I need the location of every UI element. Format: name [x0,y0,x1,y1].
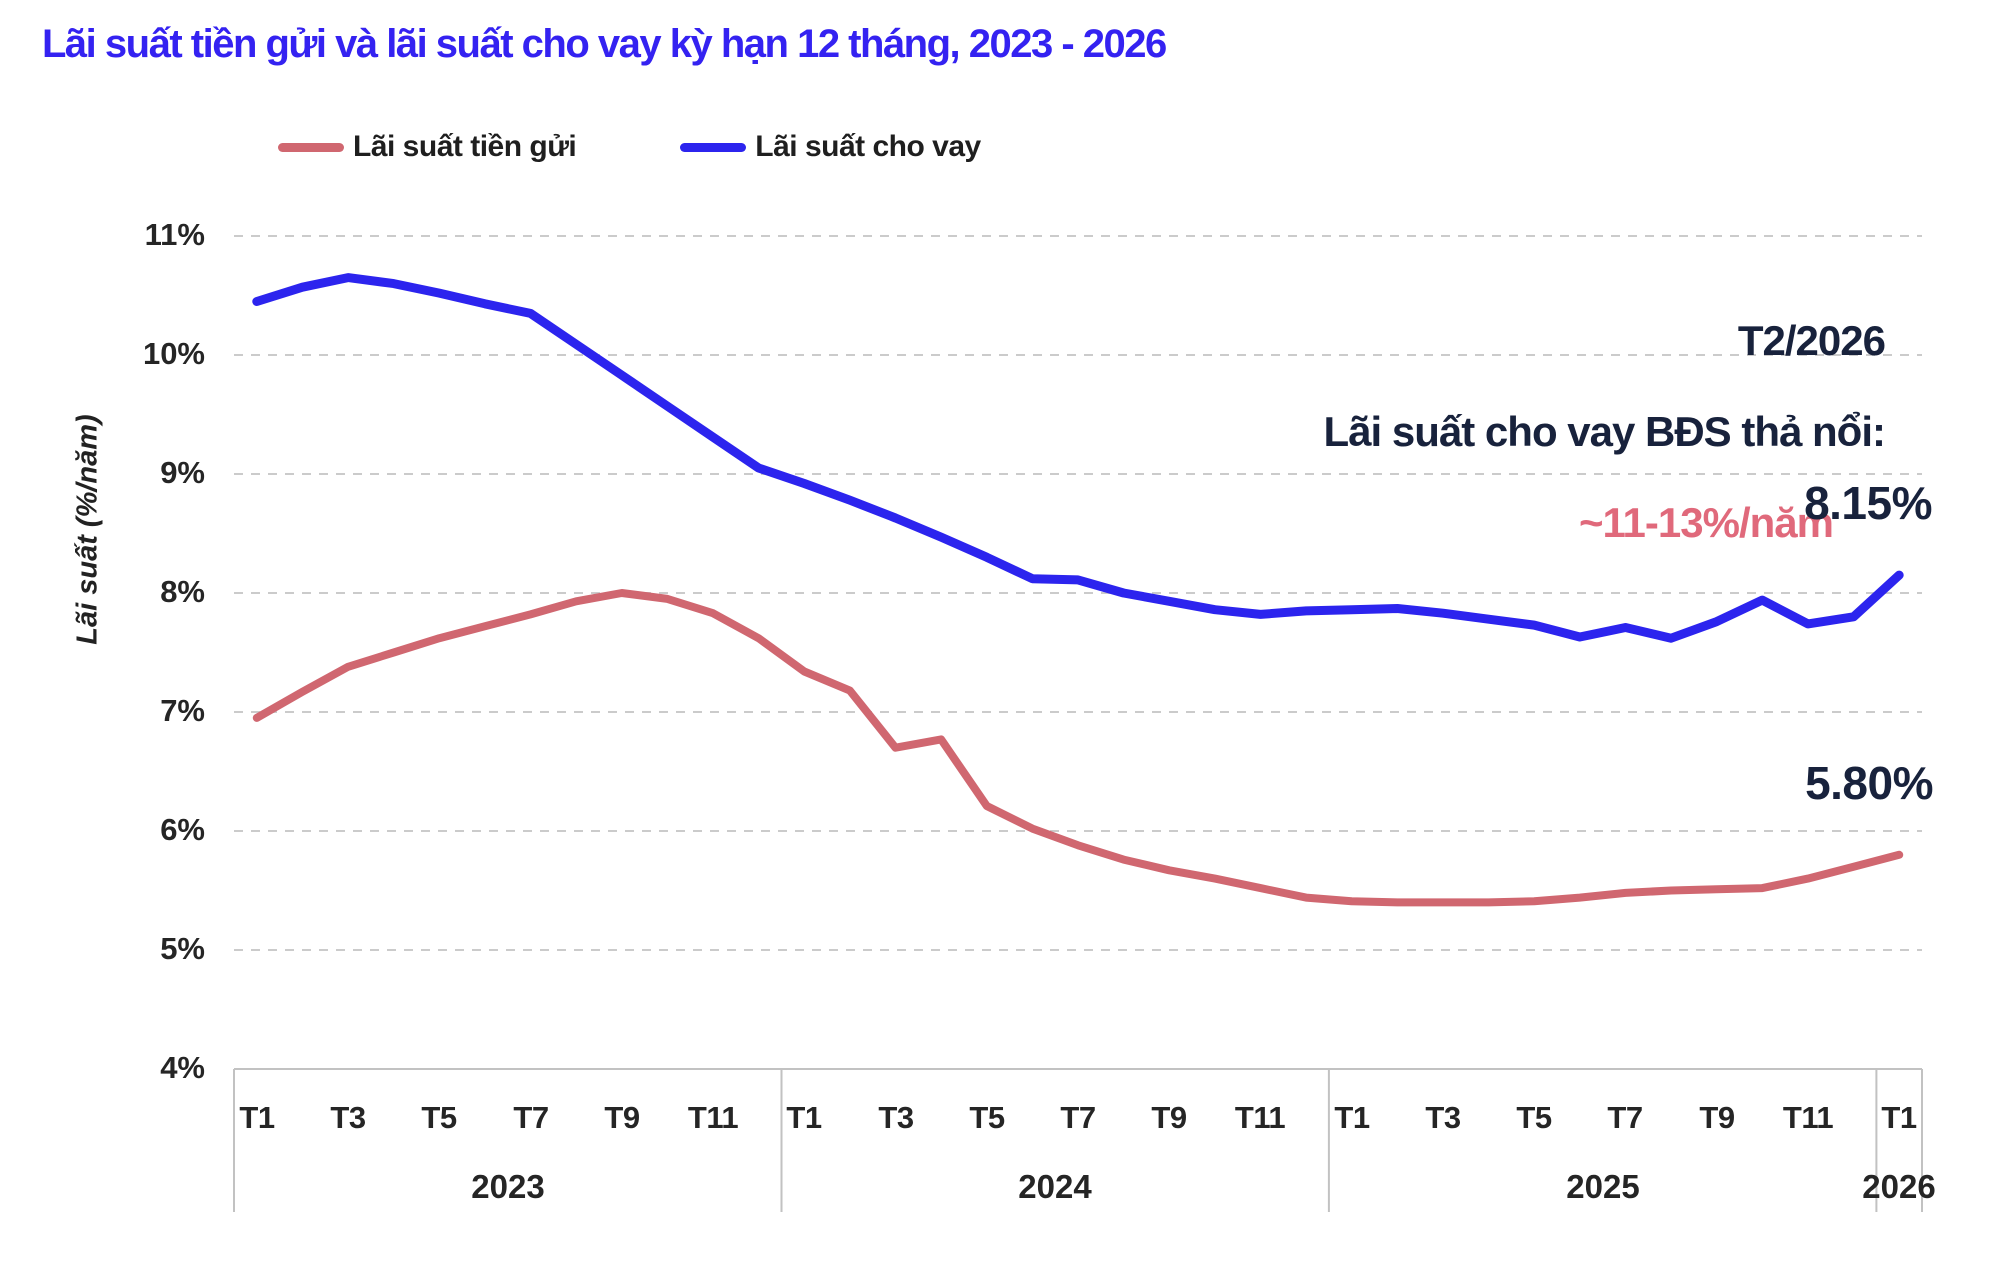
x-tick-2023-T7: T7 [513,1100,549,1135]
year-label-2026: 2026 [1862,1168,1936,1205]
y-tick-10%: 10% [142,336,205,371]
legend-item-deposit: Lãi suất tiền gửi [278,130,577,164]
end-value-label-lending: 8.15% [1804,477,1932,529]
callout-highlight: ~11-13%/năm [1578,499,1834,546]
x-tick-2023-T11: T11 [687,1100,739,1135]
y-axis-title: Lãi suất (%/năm) [71,414,104,645]
x-tick-2025-T7: T7 [1607,1100,1643,1135]
x-tick-2025-T1: T1 [1334,1100,1370,1135]
y-tick-8%: 8% [160,574,205,609]
x-tick-2025-T5: T5 [1516,1100,1552,1135]
y-tick-4%: 4% [160,1050,205,1085]
chart-title: Lãi suất tiền gửi và lãi suất cho vay kỳ… [42,22,1167,66]
legend: Lãi suất tiền gửi Lãi suất cho vay [278,130,981,164]
x-tick-2023-T9: T9 [604,1100,640,1135]
x-tick-2025-T3: T3 [1425,1100,1461,1135]
y-tick-9%: 9% [160,455,205,490]
series-line-lending [252,273,1904,643]
deposit-series-swatch [278,142,344,152]
annotation-callout: T2/2026 Lãi suất cho vay BĐS thả nổi: ~1… [1323,295,1886,568]
x-tick-2025-T9: T9 [1699,1100,1735,1135]
x-tick-2023-T1: T1 [239,1100,275,1135]
end-value-label-deposit: 5.80% [1805,757,1933,809]
y-tick-5%: 5% [160,931,205,966]
x-tick-2024-T3: T3 [878,1100,914,1135]
year-label-2025: 2025 [1566,1168,1640,1205]
callout-subtitle: Lãi suất cho vay BĐS thả nổi: [1323,408,1886,455]
legend-label-deposit: Lãi suất tiền gửi [353,130,577,163]
x-tick-2024-T5: T5 [969,1100,1005,1135]
x-tick-2026-T1: T1 [1881,1100,1917,1135]
x-tick-2023-T3: T3 [330,1100,366,1135]
x-tick-2024-T9: T9 [1151,1100,1187,1135]
y-tick-7%: 7% [160,693,205,728]
lending-series-swatch [680,142,747,152]
legend-item-lending: Lãi suất cho vay [680,130,981,164]
x-tick-2023-T5: T5 [421,1100,457,1135]
x-tick-2024-T1: T1 [786,1100,822,1135]
x-tick-2024-T7: T7 [1060,1100,1096,1135]
year-label-2023: 2023 [471,1168,545,1205]
y-tick-6%: 6% [160,812,205,847]
x-tick-2024-T11: T11 [1234,1100,1286,1135]
legend-label-lending: Lãi suất cho vay [755,130,981,163]
callout-period: T2/2026 [1737,317,1886,364]
x-tick-2025-T11: T11 [1782,1100,1834,1135]
series-line-deposit [252,589,1904,907]
y-tick-11%: 11% [144,217,205,252]
year-label-2024: 2024 [1018,1168,1092,1205]
